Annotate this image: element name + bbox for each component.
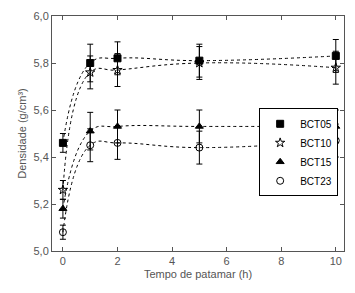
svg-text:2: 2 [114,255,120,267]
svg-text:5,2: 5,2 [34,198,49,210]
svg-text:BCT05: BCT05 [300,119,332,130]
svg-text:10: 10 [330,255,342,267]
svg-text:Tempo de patamar (h): Tempo de patamar (h) [144,268,252,280]
svg-text:8: 8 [278,255,284,267]
svg-text:5,4: 5,4 [34,151,49,163]
svg-text:0: 0 [60,255,66,267]
svg-text:5,0: 5,0 [34,245,49,257]
svg-text:BCT23: BCT23 [300,176,332,187]
svg-text:BCT10: BCT10 [300,138,332,149]
svg-text:6,0: 6,0 [34,10,49,22]
svg-text:5,8: 5,8 [34,57,49,69]
svg-text:BCT15: BCT15 [300,157,332,168]
svg-text:Densidade (g/cm³): Densidade (g/cm³) [16,88,28,178]
svg-text:6: 6 [224,255,230,267]
svg-text:5,6: 5,6 [34,104,49,116]
svg-text:4: 4 [169,255,175,267]
